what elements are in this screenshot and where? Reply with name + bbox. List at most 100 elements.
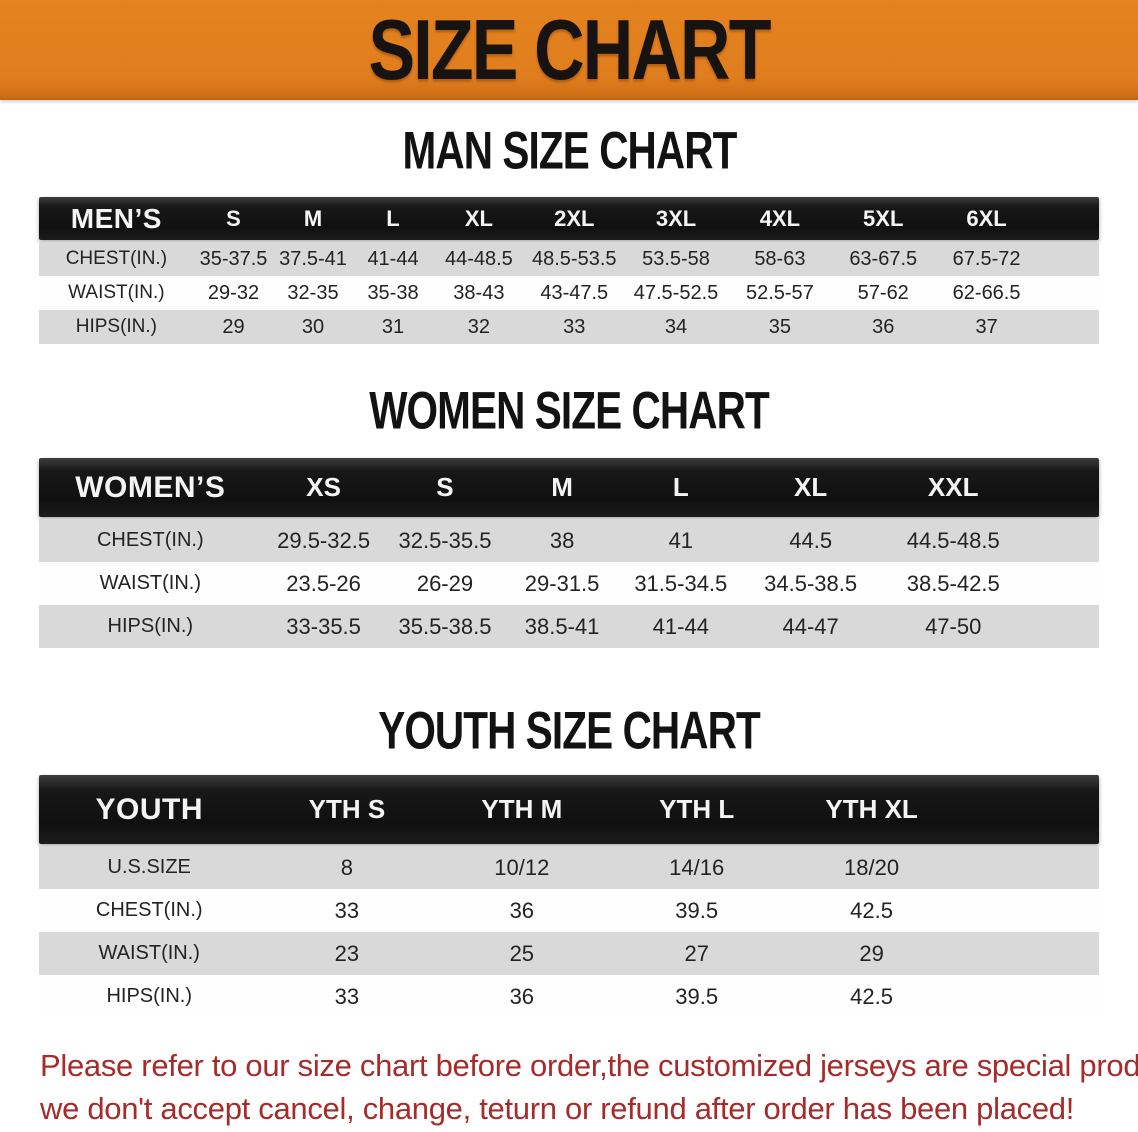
men-row-1-cell-9: 62-66.5 [952, 281, 1021, 304]
youth-row-0-cell-4: 18/20 [844, 854, 900, 880]
mens-size-table: MEN’S S M L XL 2XL 3XL 4XL 5XL 6XL CHEST(IN.) 35-37… [39, 197, 1099, 344]
women-section-title: WOMEN SIZE CHART [0, 381, 1138, 440]
youth-row-3-cell-3: 39.5 [675, 983, 719, 1009]
youth-row-2-cell-1: 23 [334, 940, 360, 966]
men-header-row-cell-4: XL [464, 205, 493, 231]
men-row-2-cell-3: 31 [381, 315, 405, 338]
youth-row-2-cell-2: 25 [509, 940, 535, 966]
men-row-2-cell-5: 33 [563, 315, 586, 338]
men-row-1-cell-1: 29-32 [207, 281, 260, 304]
men-row-1-cell-5: 43-47.5 [540, 281, 609, 304]
men-row-0-cell-9: 67.5-72 [952, 247, 1021, 270]
youth-row-3-cell-4: 42.5 [850, 983, 893, 1009]
youth-row-0-label: U.S.SIZE [107, 856, 191, 878]
women-header-row-cell-4: L [672, 472, 689, 502]
men-header-row: MEN’S S M L XL 2XL 3XL 4XL 5XL 6XL [39, 197, 1099, 240]
women-row-2-cell-5: 44-47 [782, 613, 839, 639]
men-header-row-cell-3: L [386, 205, 400, 231]
men-row-1-cell-7: 52.5-57 [745, 281, 814, 304]
disclaimer-line-1: Please refer to our size chart before or… [40, 1048, 1138, 1083]
women-row-0-cell-5: 44.5 [789, 527, 833, 553]
man-section-title: MAN SIZE CHART [0, 121, 1138, 180]
men-row-0-cell-7: 58-63 [754, 247, 806, 270]
men-row-1: WAIST(IN.) 29-32 32-35 35-38 38-43 43-47.5 47.… [39, 276, 1099, 310]
women-header-row-cell-1: XS [306, 472, 341, 502]
women-row-1-cell-2: 26-29 [416, 570, 474, 596]
youth-row-1-cell-4: 42.5 [850, 897, 893, 923]
womens-size-table: WOMEN’S XS S M L XL XXL CHEST(IN.) 29.5-32.5 32.5… [39, 458, 1099, 648]
youth-row-2: WAIST(IN.) 23 25 27 29 [39, 932, 1099, 975]
women-header-row-cell-6: XXL [927, 472, 979, 502]
men-row-2-label: HIPS(IN.) [75, 316, 158, 337]
men-header-row-cell-5: 2XL [554, 205, 595, 231]
youth-section-title: YOUTH SIZE CHART [0, 700, 1138, 760]
women-row-1-cell-1: 23.5-26 [286, 570, 361, 596]
women-header-row-label: WOMEN’S [75, 470, 226, 504]
men-row-0-cell-6: 53.5-58 [642, 247, 710, 270]
men-row-2: HIPS(IN.) 29 30 31 32 33 34 35 36 37 [39, 310, 1099, 344]
men-row-2-cell-4: 32 [467, 315, 490, 338]
men-row-0: CHEST(IN.) 35-37.5 37.5-41 41-44 44-48.5 48.5… [39, 242, 1099, 276]
women-row-1-label: WAIST(IN.) [99, 572, 202, 594]
men-row-2-cell-6: 34 [664, 315, 688, 338]
youth-header-row-label: YOUTH [95, 792, 203, 826]
men-row-0-label: CHEST(IN.) [65, 248, 168, 269]
size-chart-banner: SIZE CHART [0, 0, 1138, 100]
man-section-title-text: MAN SIZE CHART [402, 120, 737, 181]
women-row-0-cell-4: 41 [668, 527, 694, 553]
men-row-2-cell-1: 29 [222, 315, 245, 338]
men-row-0-cell-2: 37.5-41 [279, 247, 347, 270]
men-row-0-cell-5: 48.5-53.5 [532, 247, 617, 270]
men-header-row-cell-7: 4XL [759, 205, 801, 231]
men-row-2-cell-9: 37 [975, 315, 998, 338]
women-row-1: WAIST(IN.) 23.5-26 26-29 29-31.5 31.5-34.5 34… [39, 562, 1099, 605]
men-row-1-cell-2: 32-35 [287, 281, 339, 304]
youth-size-table: YOUTH YTH S YTH M YTH L YTH XL U.S.SIZE 8 10/12… [39, 775, 1099, 1018]
women-row-0: CHEST(IN.) 29.5-32.5 32.5-35.5 38 41 44.5 44.5… [39, 519, 1099, 562]
men-header-row-cell-2: M [303, 205, 323, 231]
youth-row-3: HIPS(IN.) 33 36 39.5 42.5 [39, 975, 1099, 1018]
women-row-2: HIPS(IN.) 33-35.5 35.5-38.5 38.5-41 41-44 44-… [39, 605, 1099, 648]
men-row-1-cell-8: 57-62 [857, 281, 909, 304]
women-row-1-cell-5: 34.5-38.5 [764, 570, 858, 596]
women-row-0-cell-6: 44.5-48.5 [906, 527, 1000, 553]
women-row-2-cell-3: 38.5-41 [524, 613, 600, 639]
youth-header-row-cell-1: YTH S [308, 794, 386, 824]
disclaimer-text: Please refer to our size chart before or… [40, 1044, 1138, 1130]
youth-section-title-text: YOUTH SIZE CHART [378, 700, 761, 761]
men-header-row-cell-6: 3XL [655, 205, 697, 231]
men-header-row-cell-1: S [226, 205, 241, 231]
youth-row-2-cell-4: 29 [859, 940, 884, 966]
men-header-row-label: MEN’S [70, 202, 162, 234]
men-row-1-cell-6: 47.5-52.5 [633, 281, 719, 304]
men-header-row-cell-8: 5XL [863, 205, 904, 231]
youth-row-2-cell-3: 27 [684, 940, 709, 966]
youth-row-1-cell-3: 39.5 [675, 897, 719, 923]
men-row-2-cell-8: 36 [872, 315, 895, 338]
women-header-row: WOMEN’S XS S M L XL XXL [39, 458, 1099, 517]
men-row-1-cell-3: 35-38 [367, 281, 419, 304]
men-row-0-cell-3: 41-44 [367, 247, 419, 270]
women-header-row-cell-5: XL [794, 472, 828, 502]
women-row-0-cell-2: 32.5-35.5 [398, 527, 492, 553]
youth-row-1: CHEST(IN.) 33 36 39.5 42.5 [39, 889, 1099, 932]
women-row-2-cell-4: 41-44 [652, 613, 709, 639]
youth-header-row-cell-2: YTH M [481, 794, 563, 824]
women-header-row-cell-3: M [551, 472, 573, 502]
youth-row-3-cell-2: 36 [509, 983, 535, 1009]
women-row-1-cell-4: 31.5-34.5 [634, 570, 728, 596]
youth-row-0-cell-3: 14/16 [669, 854, 725, 880]
youth-row-2-label: WAIST(IN.) [98, 942, 200, 964]
youth-row-0: U.S.SIZE 8 10/12 14/16 18/20 [39, 846, 1099, 889]
youth-row-3-cell-1: 33 [334, 983, 360, 1009]
men-row-1-label: WAIST(IN.) [68, 282, 165, 303]
men-row-0-cell-8: 63-67.5 [849, 247, 918, 270]
women-row-1-cell-3: 29-31.5 [524, 570, 600, 596]
women-row-2-cell-2: 35.5-38.5 [398, 613, 492, 639]
youth-row-0-cell-2: 10/12 [494, 854, 550, 880]
women-header-row-cell-2: S [436, 472, 454, 502]
youth-header-row-cell-4: YTH XL [825, 794, 918, 824]
youth-header-row-cell-3: YTH L [659, 794, 735, 824]
youth-row-1-cell-2: 36 [509, 897, 535, 923]
women-section-title-text: WOMEN SIZE CHART [369, 380, 769, 441]
